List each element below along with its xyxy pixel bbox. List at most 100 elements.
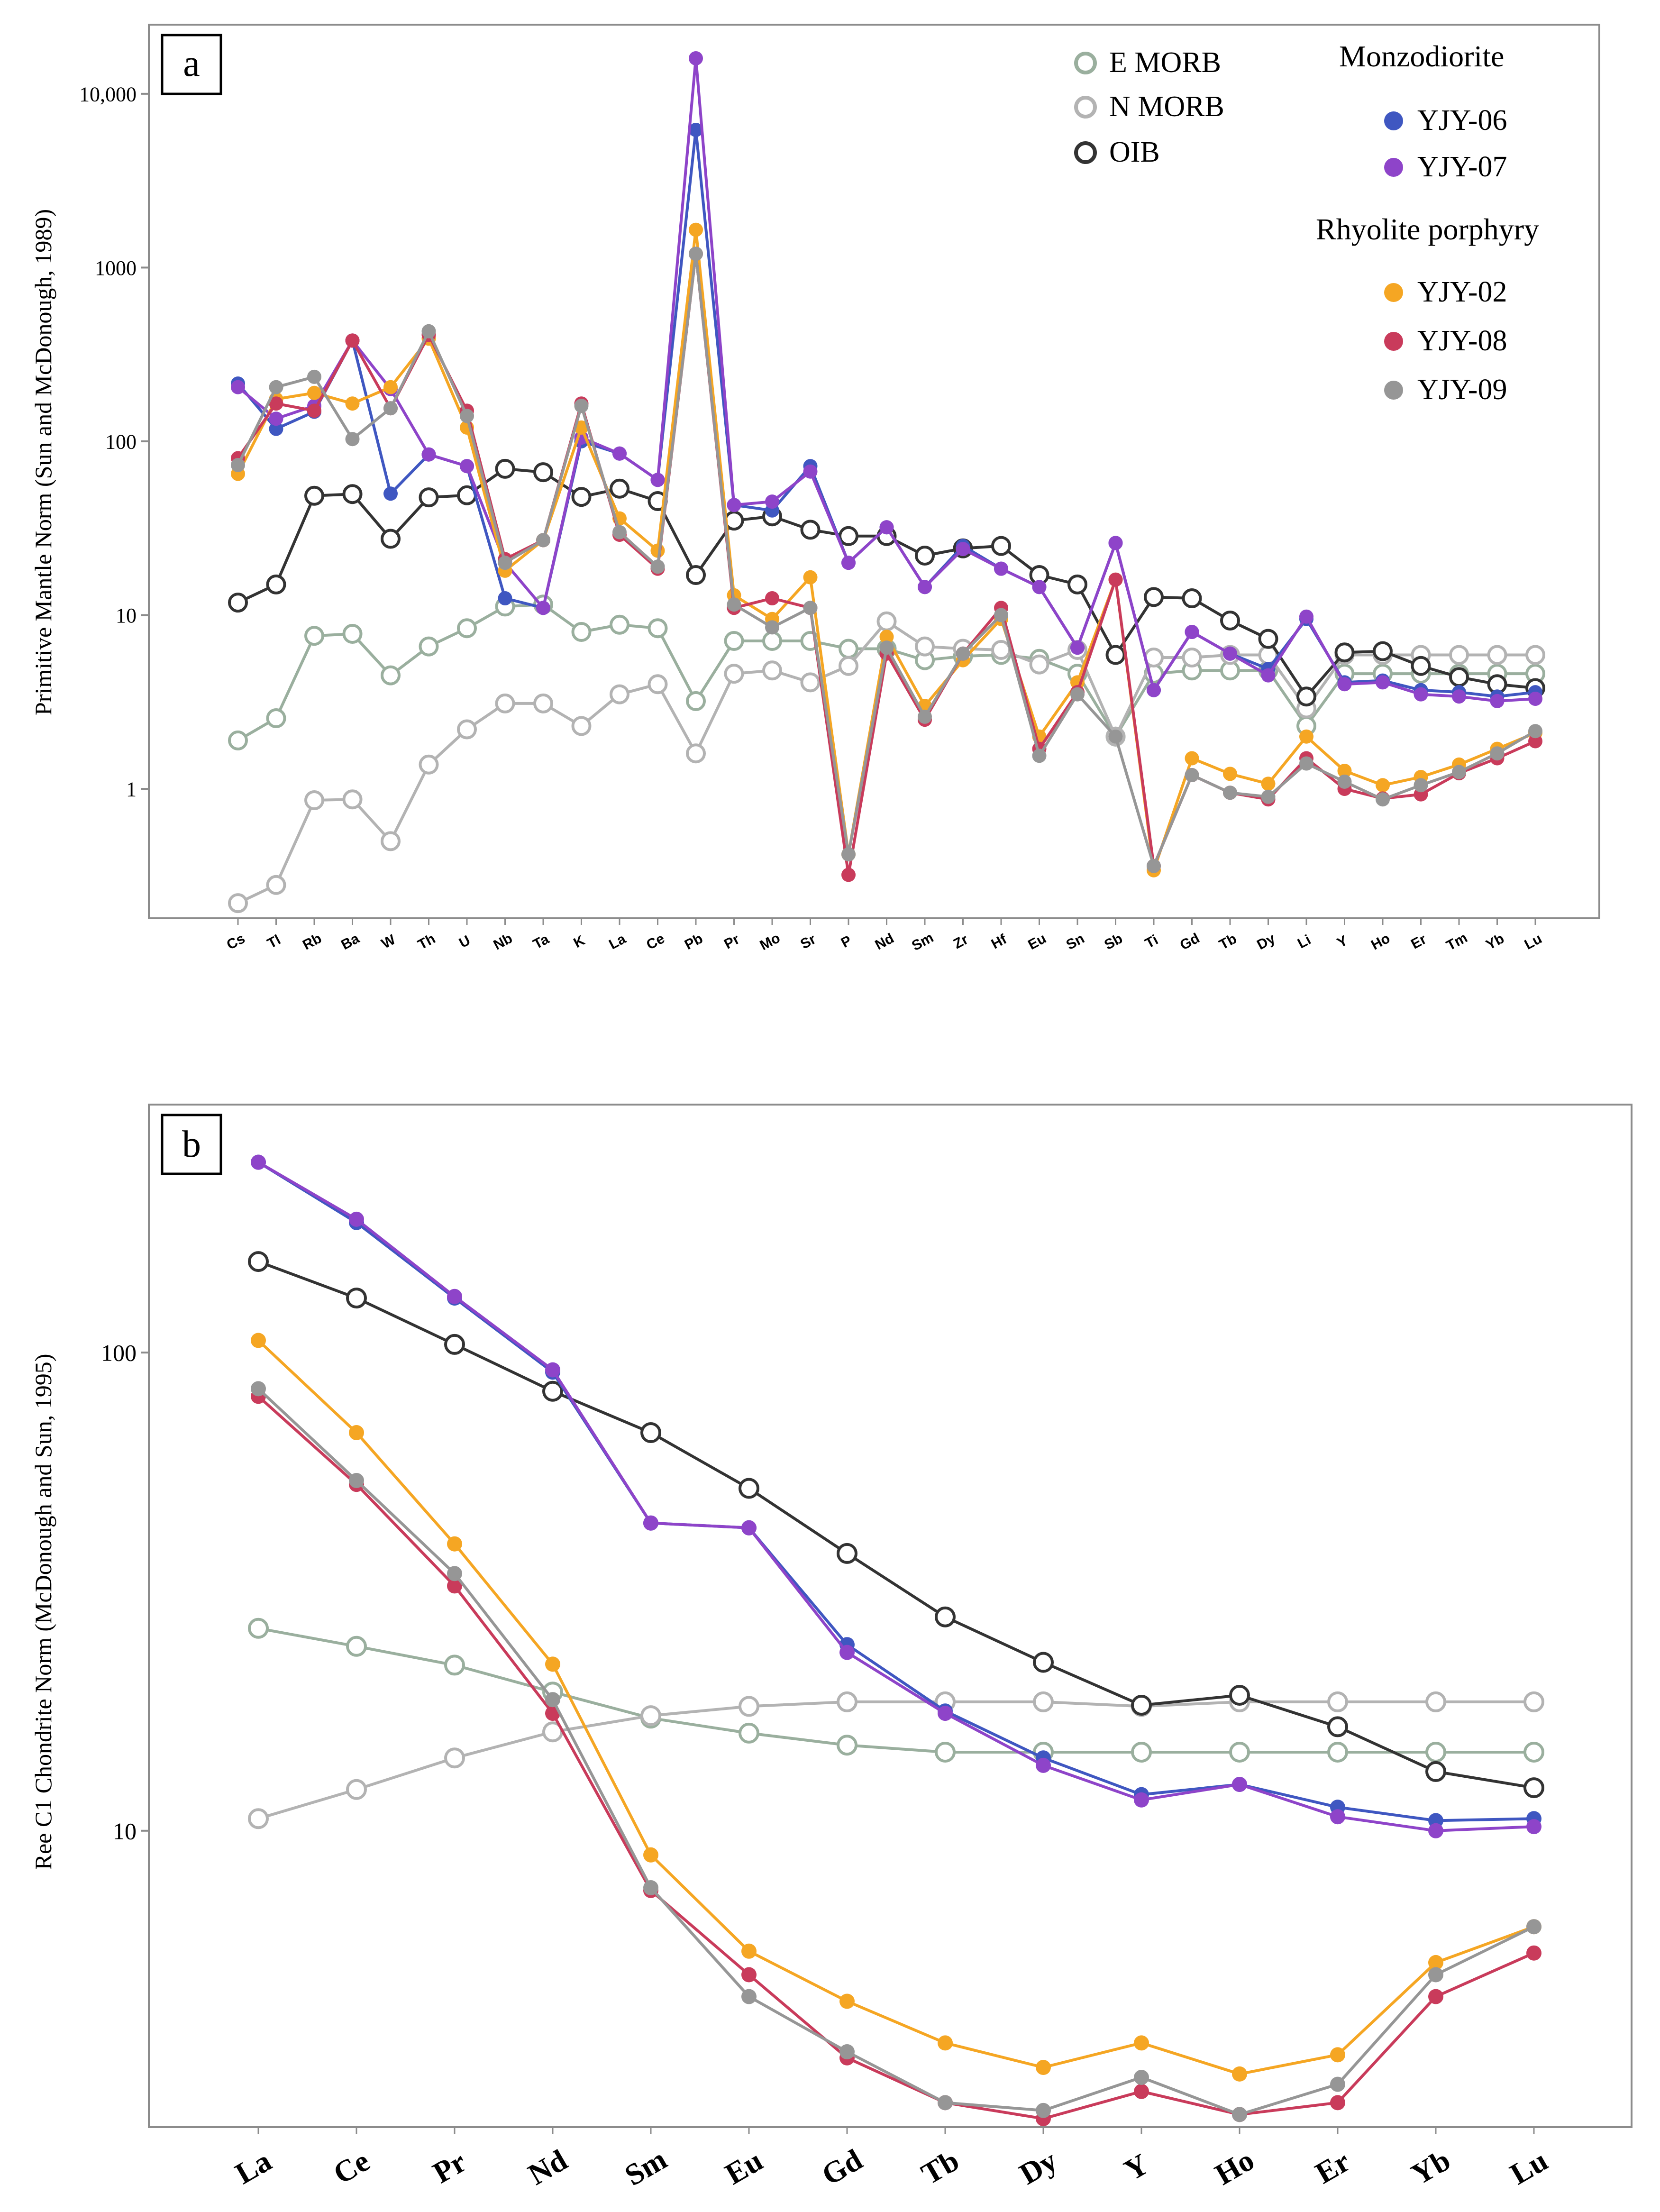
panel-b-point-n-morb-sm [640,1705,661,1727]
panel-b-point-yjy-02-gd [839,1993,855,2009]
panel-a-x-tick-label-ho: Ho [1368,931,1393,953]
panel-a-point-oib-dy [1258,629,1278,649]
panel-a-point-n-morb-p [839,656,858,676]
panel-a-point-yjy-02-ho [1376,778,1390,793]
panel-a-y-axis-label: Primitive Mantle Norm (Sun and McDonough… [30,209,56,715]
panel-a-point-n-morb-pb [686,743,706,764]
panel-a-x-tick-label-tb: Tb [1217,931,1240,952]
panel-a-point-yjy-07-ti [1147,683,1161,697]
panel-b-point-oib-sm [640,1422,661,1443]
panel-a-point-yjy-07-tm [1452,689,1466,704]
panel-a-point-n-morb-k [571,716,592,736]
panel-a-legend: E MORB N MORB OIB Monzodiorite YJY-06 YJ… [1074,39,1539,406]
panel-a-point-e-morb-w [381,665,401,686]
panel-b-label-box [161,1114,222,1175]
panel-a-point-yjy-07-u [460,459,474,474]
panel-a-point-yjy-09-rb [307,369,321,384]
panel-a-x-tick-label-dy: Dy [1254,931,1278,953]
panel-a-x-tick-label-ce: Ce [644,931,667,953]
legend-label-n-morb: N MORB [1109,91,1224,123]
panel-a-point-yjy-09-nb [498,556,512,570]
legend-label-yjy-02: YJY-02 [1417,276,1507,308]
panel-a-point-yjy-02-w [383,380,398,394]
panel-a-x-tick-label-nb: Nb [491,931,515,953]
panel-b-point-n-morb-gd [837,1691,857,1712]
panel-a-point-oib-rb [304,485,324,506]
panel-a-y-tick-label: 10,000 [79,82,137,106]
panel-a-point-oib-tb [1220,611,1240,631]
panel-b-point-yjy-02-sm [643,1847,658,1863]
panel-b-x-tick-label-lu: Lu [1505,2143,1553,2191]
panel-a-point-yjy-07-dy [1261,668,1276,683]
panel-b-point-yjy-07-er [1330,1809,1345,1825]
panel-a-point-oib-ti [1144,587,1164,607]
panel-a-point-yjy-07-ce [650,473,665,487]
panel-a-point-yjy-07-tl [269,411,283,426]
panel-a-point-n-morb-yb [1487,645,1507,665]
panel-a-point-yjy-08-sb [1108,572,1123,587]
legend-marker-oib [1074,141,1097,164]
panel-a-point-yjy-08-rb [307,403,321,418]
panel-b-y-tick-label: 100 [101,1340,137,1366]
panel-b-point-yjy-02-er [1330,2047,1345,2063]
panel-b-point-yjy-07-gd [839,1645,855,1660]
panel-a-point-yjy-07-ho [1376,675,1390,690]
panel-b-line-yjy-07 [257,1161,1535,1832]
panel-b-point-e-morb-eu [739,1722,759,1744]
panel-b-point-yjy-09-nd [545,1692,560,1708]
panel-a-point-yjy-09-y [1337,774,1352,789]
panel-a-point-yjy-02-pb [689,222,703,237]
panel-a-point-yjy-09-hf [994,608,1008,622]
panel-a-point-n-morb-lu [1525,645,1545,665]
panel-a-point-e-morb-p [839,639,858,659]
panel-a-point-yjy-07-li [1299,609,1313,624]
panel-a-point-oib-p [839,526,858,546]
panel-a-point-yjy-07-sb [1108,536,1123,550]
legend-label-yjy-06: YJY-06 [1417,104,1507,137]
panel-a-point-yjy-07-sm [918,580,932,594]
panel-a-point-e-morb-pb [686,691,706,711]
panel-a-y-tick-label: 100 [105,430,137,453]
panel-a-series [228,51,1545,914]
panel-a-point-yjy-09-u [460,409,474,423]
panel-a-point-yjy-08-tl [269,396,283,411]
panel-a-point-oib-gd [1182,588,1202,608]
panel-b-x-tick-label-sm: Sm [619,2142,672,2192]
panel-b-point-yjy-02-la [251,1333,266,1348]
panel-a-point-oib-ho [1373,641,1393,661]
panel-b-point-yjy-09-tb [938,2095,953,2111]
panel-b-point-yjy-07-pr [447,1289,462,1304]
panel-a-point-n-morb-cs [228,893,248,914]
panel-a-point-n-morb-w [381,831,401,851]
panel-a-point-yjy-09-sm [918,709,932,724]
panel-b-point-yjy-07-eu [741,1520,757,1536]
panel-a-series-yjy-07 [231,51,1542,708]
panel-a-point-n-morb-hf [991,640,1011,660]
panel-a-border [148,24,1600,919]
panel-a-x-tick-label-sn: Sn [1064,931,1087,953]
panel-a-point-yjy-09-ti [1147,859,1161,873]
panel-a-point-oib-sr [800,520,821,540]
panel-a-point-oib-li [1296,686,1316,707]
panel-b-point-yjy-09-ce [349,1473,364,1488]
panel-b-point-yjy-02-nd [545,1656,560,1672]
panel-a-point-yjy-08-p [841,868,856,882]
panel-b-x-tick-label-ce: Ce [328,2144,375,2191]
panel-a-point-yjy-07-th [421,447,436,462]
panel-a-x-tick-label-yb: Yb [1483,931,1506,953]
panel-a-x-tick-label-pb: Pb [682,931,705,953]
panel-a-y-tick-label: 10 [116,604,137,627]
panel-a-x-tick-label-u: U [456,932,473,951]
panel-a-label: a [183,43,200,84]
panel-b-line-oib [257,1260,1535,1790]
panel-b-point-oib-tb [935,1606,956,1627]
panel-b-point-n-morb-er [1327,1691,1348,1712]
panel-a-label-box [161,34,222,95]
panel-b-point-yjy-09-yb [1428,1967,1443,1983]
panel-a-point-yjy-09-la [612,525,627,539]
panel-a-point-oib-nb [495,458,515,479]
panel-a-point-oib-ba [342,484,363,504]
legend-marker-yjy-06 [1384,111,1403,130]
panel-a-point-yjy-07-nd [879,520,894,535]
legend-label-e-morb: E MORB [1109,46,1221,79]
